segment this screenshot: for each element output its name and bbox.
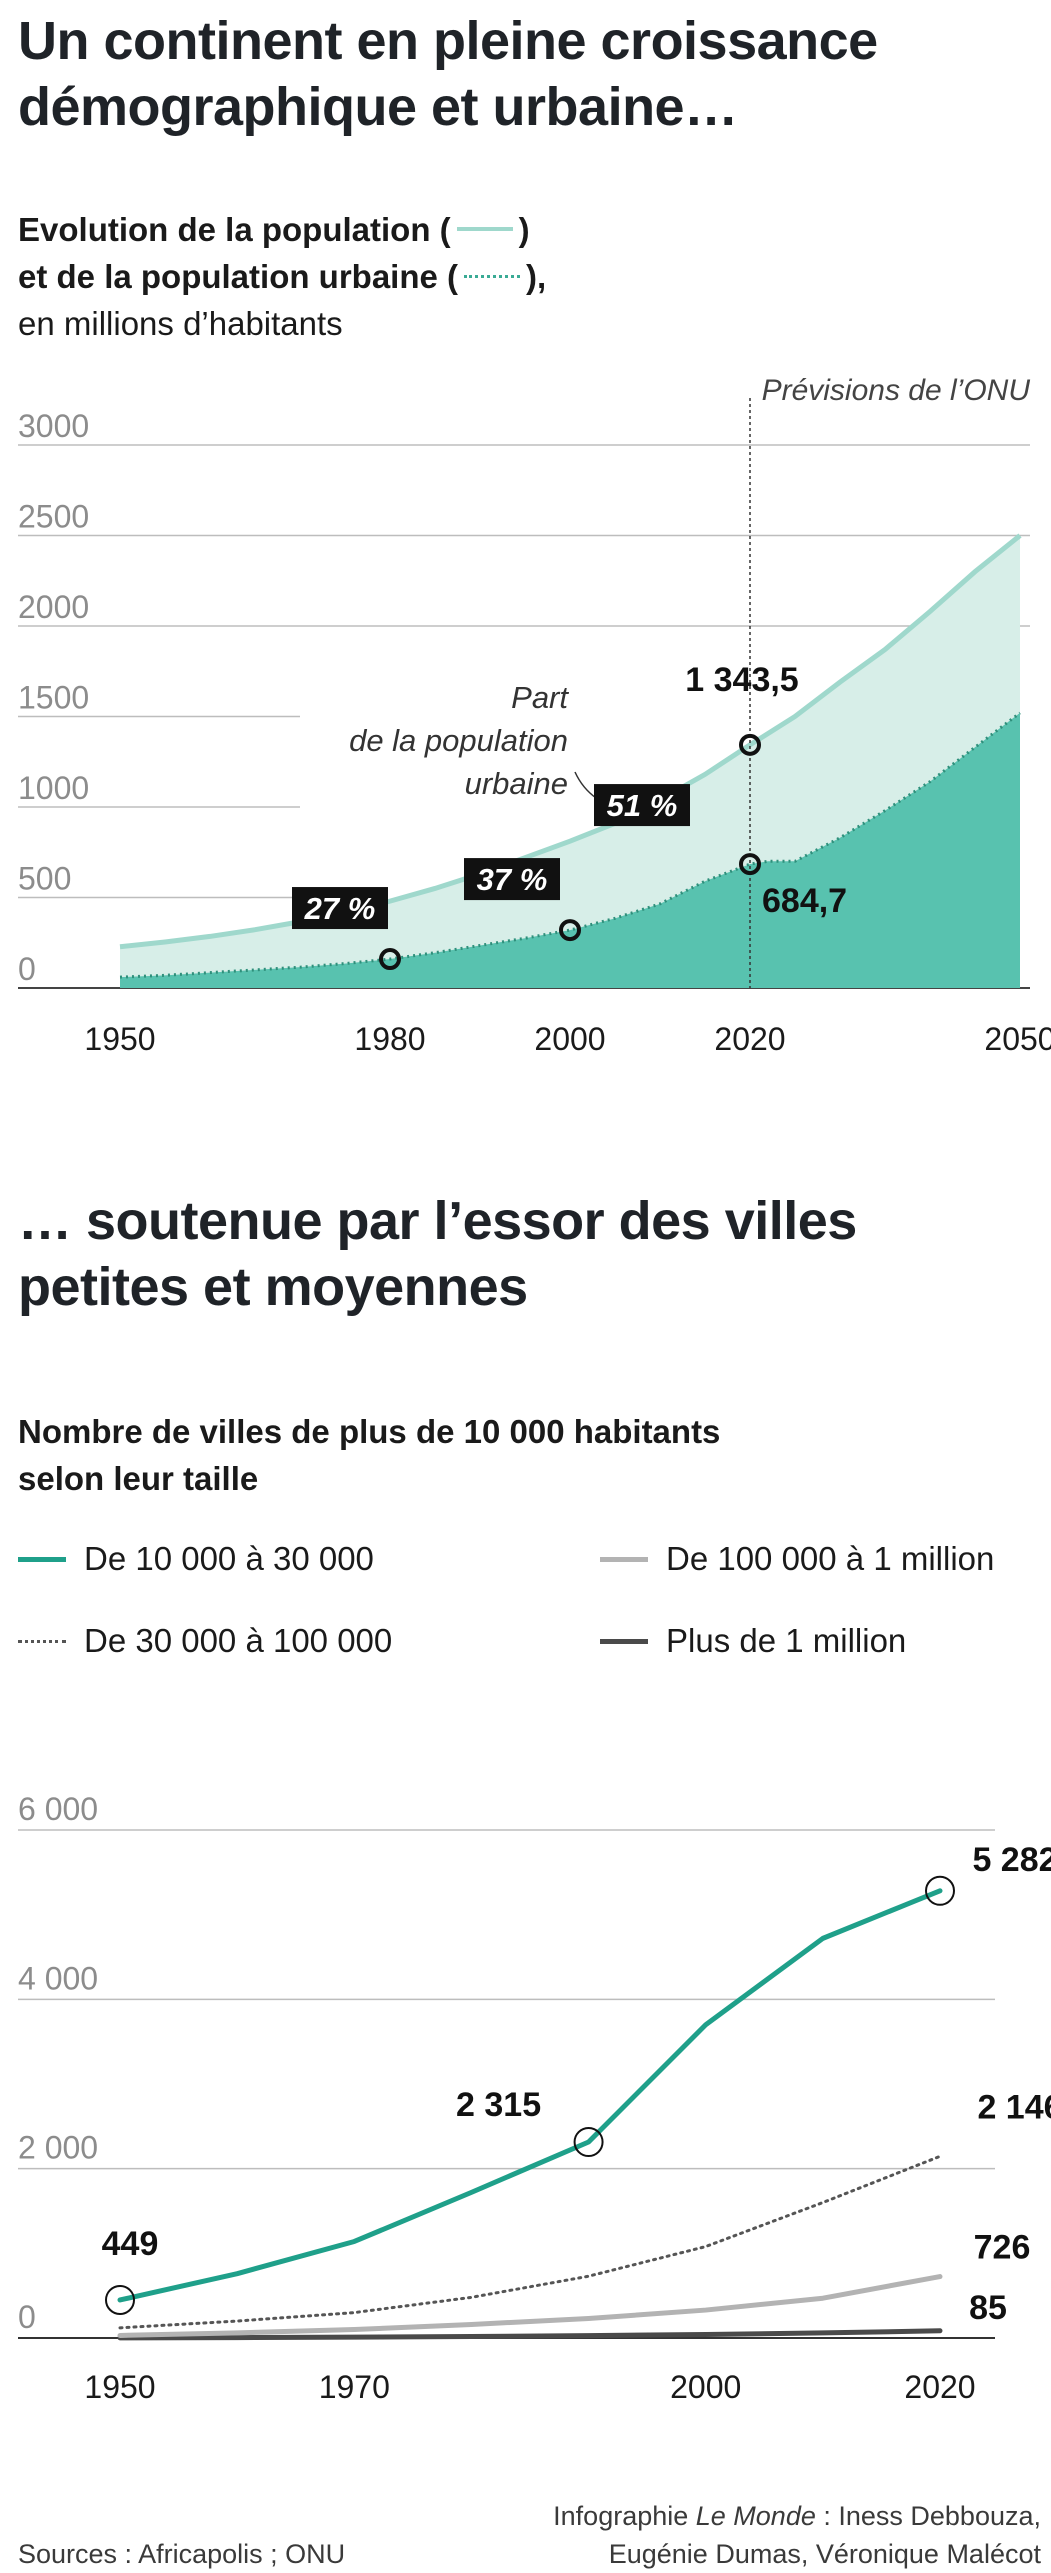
area-urban-population — [120, 712, 1020, 988]
subtitle-1-line2: et de la population urbaine ( — [18, 258, 459, 295]
legend-label-s4: Plus de 1 million — [666, 1622, 907, 1659]
y-tick-label: 2 000 — [18, 2130, 98, 2166]
legend-item-s1: De 10 000 à 30 000 — [18, 1540, 374, 1578]
point-marker-s1-1950 — [105, 2284, 135, 2315]
y-tick-label: 0 — [18, 2299, 36, 2335]
x-tick-label: 2020 — [904, 2369, 975, 2405]
credit-authors-1: : Iness Debbouza, — [815, 2501, 1041, 2531]
value-point-total-2020 — [739, 733, 761, 756]
population-area-chart: 3000 2500 2000 1500 1000 500 0 Prévisions de l’… — [18, 374, 1051, 1057]
x-tick-label: 2050 — [984, 1021, 1051, 1057]
y-tick-label: 6 000 — [18, 1791, 98, 1827]
series-line-s1 — [117, 1888, 943, 2303]
legend-label-s3: De 100 000 à 1 million — [666, 1540, 995, 1577]
share-label-1980: 27 % — [304, 891, 376, 926]
value-label-s3-2020: 726 — [974, 2229, 1031, 2267]
share-point-1980 — [379, 948, 401, 971]
share-label-2000: 37 % — [477, 862, 548, 897]
x-tick-label: 1950 — [84, 2369, 155, 2405]
x-tick-label: 1980 — [354, 1021, 425, 1057]
forecast-label: Prévisions de l’ONU — [762, 374, 1031, 407]
legend-item-s4: Plus de 1 million — [600, 1622, 906, 1660]
headline-1: Un continent en pleine croissance démogr… — [18, 11, 878, 137]
subtitle-2-line1: Nombre de villes de plus de 10 000 habit… — [18, 1413, 721, 1450]
x-tick-label: 2000 — [670, 2369, 741, 2405]
legend-swatch-total — [456, 227, 513, 232]
share-caption-line: de la population — [349, 723, 568, 758]
share-caption-line: urbaine — [465, 766, 568, 801]
subtitle-1-line1-end: ) — [518, 211, 530, 248]
value-label-s1-2020: 5 282 — [972, 1841, 1051, 1879]
legend-line-s2 — [18, 1639, 66, 1643]
legend-line-s4 — [600, 1638, 648, 1644]
credit-prefix: Infographie — [553, 2501, 696, 2531]
chart-2-subtitle: Nombre de villes de plus de 10 000 habit… — [18, 1408, 720, 1502]
y-tick-label: 0 — [18, 951, 36, 987]
line-urban-population — [119, 711, 1021, 979]
credit-authors-2: Eugénie Dumas, Véronique Malécot — [608, 2539, 1041, 2569]
subtitle-2-line2: selon leur taille — [18, 1460, 259, 1497]
value-label-urban-2020: 684,7 — [762, 882, 847, 920]
x-tick-label: 2000 — [534, 1021, 605, 1057]
y-tick-label: 1000 — [18, 770, 89, 806]
subtitle-1-line3: en millions d’habitants — [18, 305, 343, 342]
y-tick-label: 2500 — [18, 499, 89, 535]
legend-label-s2: De 30 000 à 100 000 — [84, 1622, 393, 1659]
x-tick-label: 1970 — [319, 2369, 390, 2405]
x-tick-label: 1950 — [84, 1021, 155, 1057]
point-marker-s1-2020 — [925, 1875, 955, 1906]
subtitle-1-line1: Evolution de la population ( — [18, 211, 451, 248]
sources: Sources : Africapolis ; ONU — [18, 2539, 346, 2569]
line-total-population — [119, 533, 1022, 950]
share-label-box-2000 — [464, 858, 560, 901]
value-label-s1-1950: 449 — [102, 2225, 159, 2263]
series-line-s3 — [117, 2274, 943, 2338]
share-label-box-1980 — [292, 887, 388, 930]
value-label-s1-1990: 2 315 — [456, 2086, 541, 2124]
value-label-total-2020: 1 343,5 — [685, 661, 798, 699]
subtitle-1-line2-end: ), — [526, 258, 547, 295]
headline-2: … soutenue par l’essor des villes petite… — [18, 1191, 857, 1317]
legend-line-s1 — [18, 1556, 66, 1562]
share-label-2020: 51 % — [607, 788, 678, 823]
credit: Infographie Le Monde : Iness Debbouza, E… — [553, 2497, 1041, 2573]
legend-line-s3 — [600, 1556, 648, 1562]
value-label-s2-2020: 2 146 — [977, 2088, 1051, 2126]
chart-1-subtitle: Evolution de la population () et de la p… — [18, 206, 546, 347]
share-point-2000 — [559, 919, 581, 942]
series-line-s2 — [118, 2154, 942, 2330]
series-line-s4 — [117, 2328, 943, 2341]
y-tick-label: 1500 — [18, 680, 89, 716]
point-marker-s1-1990 — [573, 2126, 604, 2157]
share-point-2020 — [739, 853, 761, 876]
legend-swatch-urban — [464, 274, 521, 278]
y-tick-label: 2000 — [18, 589, 89, 625]
share-caption-line: Part — [511, 680, 569, 715]
legend-item-s2: De 30 000 à 100 000 — [18, 1622, 392, 1660]
y-tick-label: 500 — [18, 861, 71, 897]
legend-label-s1: De 10 000 à 30 000 — [84, 1540, 374, 1577]
y-tick-label: 3000 — [18, 408, 89, 444]
legend-item-s3: De 100 000 à 1 million — [600, 1540, 994, 1578]
y-tick-label: 4 000 — [18, 1960, 98, 1996]
value-label-s4-2020: 85 — [969, 2289, 1007, 2327]
x-tick-label: 2020 — [714, 1021, 785, 1057]
share-label-box-2020 — [594, 784, 690, 827]
cities-line-chart: 6 000 4 000 2 000 0 1950 1970 2000 2020 449 2 315… — [18, 1791, 1051, 2405]
credit-publication: Le Monde — [695, 2501, 816, 2531]
